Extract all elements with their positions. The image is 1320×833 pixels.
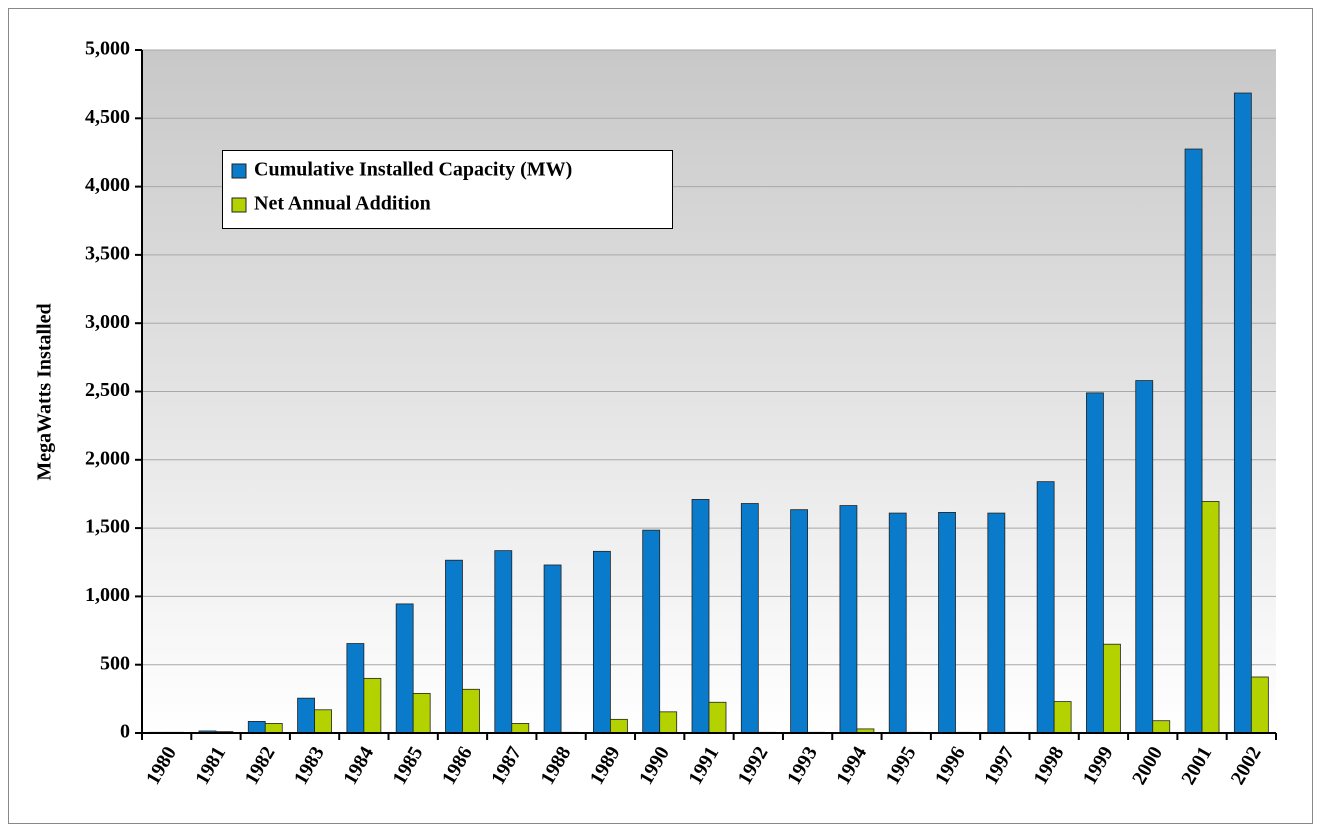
bar	[264, 723, 283, 734]
legend: Cumulative Installed Capacity (MW) Net An…	[222, 150, 673, 229]
bar	[494, 550, 513, 734]
bar	[247, 720, 266, 734]
bar	[1103, 643, 1121, 734]
bar	[888, 512, 907, 734]
bar	[1036, 481, 1055, 734]
bar	[543, 564, 562, 734]
y-axis-label: MegaWatts Installed	[34, 303, 56, 480]
bar	[708, 701, 727, 734]
bar	[462, 688, 480, 734]
y-tick-label: 500	[100, 652, 130, 674]
bar	[511, 723, 530, 734]
bar	[346, 643, 365, 734]
bar	[659, 711, 678, 734]
y-tick-label: 4,000	[85, 174, 130, 196]
bar	[642, 529, 661, 734]
y-tick-label: 2,500	[85, 379, 130, 401]
y-tick-label: 2,000	[85, 447, 130, 469]
bar	[1152, 720, 1171, 734]
bar	[938, 511, 956, 734]
bar	[839, 505, 858, 734]
bar	[1201, 501, 1220, 734]
bar	[740, 503, 759, 734]
y-tick-label: 0	[120, 721, 130, 743]
bar	[1250, 676, 1269, 734]
y-tick-label: 4,500	[85, 106, 130, 128]
bar	[1184, 148, 1203, 734]
legend-label: Net Annual Addition	[254, 193, 431, 215]
bar	[691, 499, 710, 734]
bar	[592, 550, 611, 734]
bar	[1233, 92, 1252, 734]
legend-swatch	[231, 197, 247, 213]
bar	[445, 559, 463, 734]
y-tick-label: 1,500	[85, 516, 130, 538]
y-tick-label: 5,000	[85, 38, 130, 60]
bar	[1086, 392, 1104, 734]
bar	[297, 697, 315, 734]
bar	[790, 509, 809, 734]
bar	[412, 692, 431, 734]
bar	[314, 709, 332, 734]
legend-swatch	[231, 163, 247, 179]
bar	[395, 603, 414, 734]
y-tick-label: 3,500	[85, 242, 130, 264]
bar	[609, 718, 628, 734]
bar	[363, 677, 382, 734]
bar	[1053, 701, 1072, 734]
bar	[987, 512, 1006, 734]
y-tick-label: 3,000	[85, 311, 130, 333]
bar	[1135, 380, 1154, 734]
legend-box	[222, 150, 673, 229]
legend-label: Cumulative Installed Capacity (MW)	[254, 159, 572, 181]
y-tick-label: 1,000	[85, 584, 130, 606]
